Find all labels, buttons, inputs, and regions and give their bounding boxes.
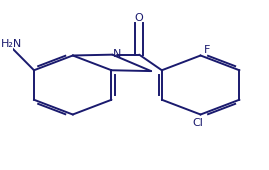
Text: F: F <box>204 45 210 55</box>
Text: N: N <box>113 49 121 59</box>
Text: H₂N: H₂N <box>0 39 22 49</box>
Text: Cl: Cl <box>193 118 203 128</box>
Text: O: O <box>135 13 144 23</box>
